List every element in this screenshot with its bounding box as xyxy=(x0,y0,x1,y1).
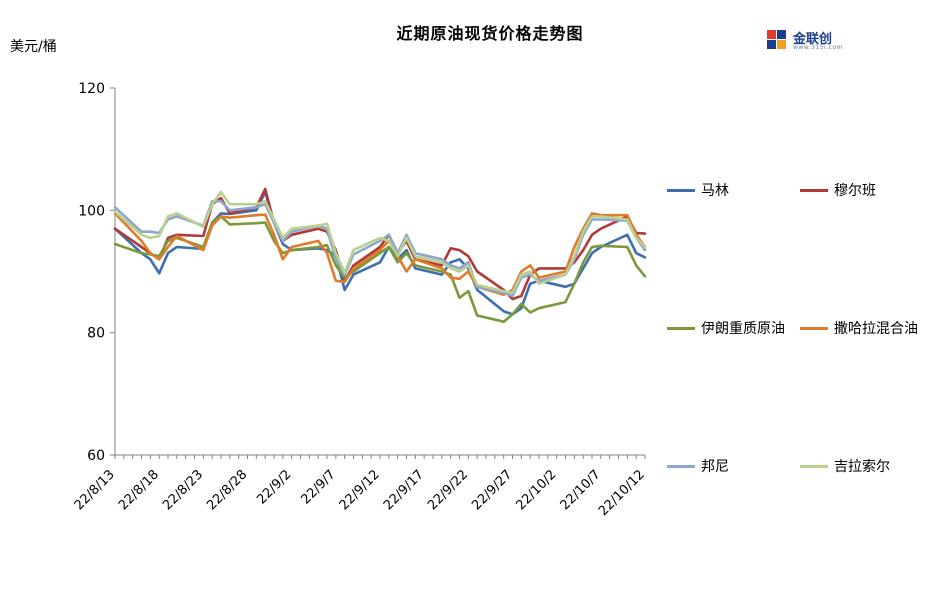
legend-label: 撒哈拉混合油 xyxy=(834,321,918,337)
legend-item: 撒哈拉混合油 xyxy=(800,318,918,338)
series-line xyxy=(113,215,647,324)
legend-label: 邦尼 xyxy=(701,459,729,475)
logo-name: 金联创 xyxy=(793,32,833,47)
x-tick-label: 22/9/17 xyxy=(381,467,427,513)
legend-item: 吉拉索尔 xyxy=(800,456,890,476)
legend-swatch xyxy=(800,326,828,330)
x-tick-label: 22/8/28 xyxy=(204,467,250,513)
x-tick-label: 22/9/12 xyxy=(337,467,383,513)
legend-item: 穆尔班 xyxy=(800,180,876,200)
x-tick-label: 22/10/12 xyxy=(596,467,648,519)
x-tick-label: 22/8/23 xyxy=(160,467,206,513)
x-tick-label: 22/9/2 xyxy=(254,467,294,507)
logo-sub: www.315i.com xyxy=(793,44,843,51)
x-tick-label: 22/9/27 xyxy=(469,467,515,513)
x-tick-label: 22/9/7 xyxy=(298,467,338,507)
legend-label: 吉拉索尔 xyxy=(834,459,890,475)
legend-label: 伊朗重质原油 xyxy=(701,321,785,337)
y-tick-label: 80 xyxy=(87,326,105,342)
chart-title: 近期原油现货价格走势图 xyxy=(396,24,584,43)
brand-logo: 金联创 www.315i.com xyxy=(765,24,855,52)
x-tick-label: 22/8/13 xyxy=(72,467,118,513)
legend-item: 伊朗重质原油 xyxy=(667,318,785,338)
legend-label: 马林 xyxy=(701,183,729,199)
y-tick-label: 100 xyxy=(78,203,105,219)
x-tick-label: 22/10/2 xyxy=(513,467,559,513)
legend-swatch xyxy=(800,188,828,192)
y-axis-unit: 美元/桶 xyxy=(10,39,57,55)
y-tick-label: 120 xyxy=(78,81,105,97)
series-line xyxy=(113,190,647,295)
legend-swatch xyxy=(800,464,828,468)
x-tick-label: 22/8/18 xyxy=(116,467,162,513)
legend-item: 马林 xyxy=(667,180,729,200)
legend-item: 邦尼 xyxy=(667,456,729,476)
legend-swatch xyxy=(667,464,695,468)
logo-mark-icon xyxy=(767,30,786,49)
legend-swatch xyxy=(667,326,695,330)
x-tick-label: 22/9/22 xyxy=(425,467,471,513)
legend-swatch xyxy=(667,188,695,192)
y-tick-label: 60 xyxy=(87,448,105,464)
legend-label: 穆尔班 xyxy=(834,183,876,199)
